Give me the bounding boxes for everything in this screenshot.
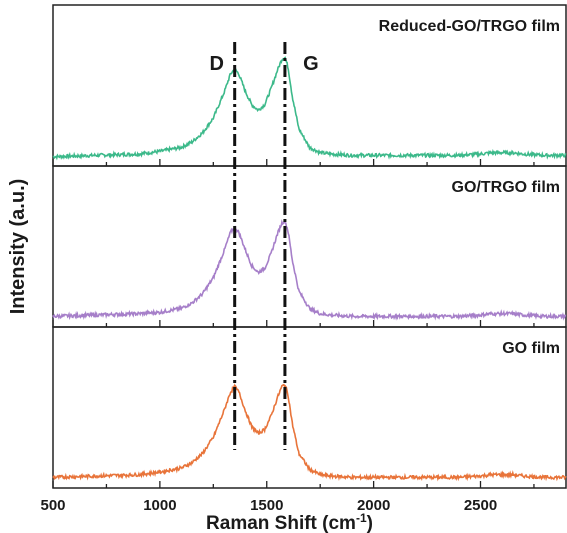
x-tick-label: 500 — [40, 497, 65, 514]
x-tick-label: 1000 — [143, 497, 176, 514]
panel-frame — [52, 326, 567, 489]
series-line — [52, 56, 567, 161]
x-axis-ticks: 500 1000 1500 2000 2500 — [40, 497, 497, 514]
stacked-panels: Reduced-GO/TRGO film GO/TRGO film GO film — [52, 4, 567, 489]
x-axis-label-close: ) — [367, 513, 373, 533]
x-axis-label-superscript: -1 — [356, 511, 367, 525]
series-line — [52, 219, 567, 321]
y-axis-label: Intensity (a.u.) — [7, 179, 29, 315]
panel-go-trgo-film: GO/TRGO film — [52, 165, 567, 328]
series-label: GO film — [502, 340, 560, 357]
x-tick-label: 1500 — [250, 497, 283, 514]
x-axis-label: Raman Shift (cm-1) — [206, 511, 373, 533]
series-line — [52, 383, 567, 482]
x-tick-label: 2000 — [357, 497, 390, 514]
series-label: GO/TRGO film — [452, 179, 560, 196]
peak-label-g: G — [303, 53, 319, 75]
x-tick-label: 2500 — [464, 497, 497, 514]
x-axis-label-main: Raman Shift (cm — [206, 513, 356, 533]
panel-reduced-go-trgo-film: Reduced-GO/TRGO film — [52, 4, 567, 167]
peak-label-d: D — [209, 53, 223, 75]
panel-go-film: GO film — [52, 326, 567, 489]
series-label: Reduced-GO/TRGO film — [379, 18, 560, 35]
